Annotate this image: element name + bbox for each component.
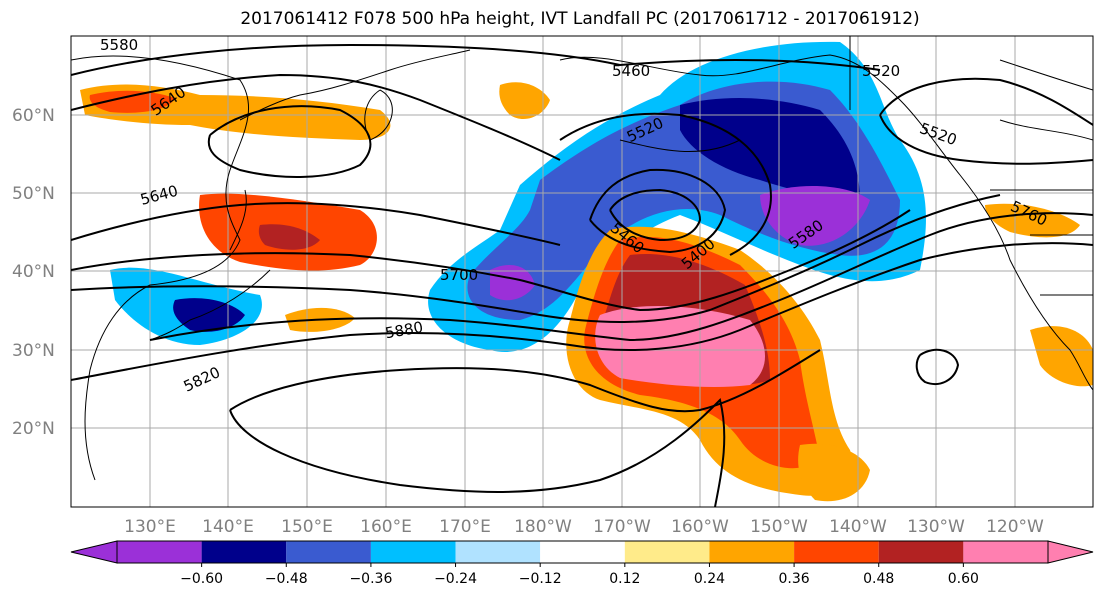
graticule <box>71 36 1093 507</box>
lon-label: 170°W <box>593 517 651 537</box>
negative-anomaly-japan-core <box>173 298 245 332</box>
positive-anomaly-southeast <box>798 443 870 502</box>
colorbar-outline <box>116 540 1049 564</box>
lat-label: 20°N <box>12 419 55 439</box>
colorbar-swatch <box>878 541 964 563</box>
positive-anomaly-alaska <box>499 82 550 120</box>
colorbar-tick-label: 0.24 <box>694 571 725 587</box>
lon-label: 170°E <box>439 517 491 537</box>
colorbar-tick-label: 0.60 <box>948 571 979 587</box>
colorbar-tick-label: −0.48 <box>265 571 308 587</box>
lon-label: 130°E <box>124 517 176 537</box>
colorbar-tick-label: 0.12 <box>609 571 640 587</box>
lon-label: 140°E <box>202 517 254 537</box>
lon-label: 160°E <box>360 517 412 537</box>
negative-anomaly-peak <box>760 185 870 246</box>
colorbar-boxes <box>70 540 1094 564</box>
colorbar-tick-label: −0.24 <box>434 571 477 587</box>
colorbar-ticks: −0.60 −0.48 −0.36 −0.24 −0.12 0.12 0.24 0.36 0.4… <box>180 563 979 587</box>
colorbar-swatch <box>540 541 625 563</box>
contour-label: 5580 <box>100 36 138 54</box>
contour-label: 5520 <box>862 62 900 80</box>
positive-anomaly-east <box>1030 326 1093 387</box>
colorbar-swatch <box>455 541 541 563</box>
negative-anomaly-core <box>680 98 860 200</box>
colorbar-swatch <box>624 541 710 563</box>
lon-label: 160°W <box>671 517 729 537</box>
map-title: 2017061412 F078 500 hPa height, IVT Land… <box>240 9 920 29</box>
colorbar-tick-label: −0.12 <box>519 571 562 587</box>
colorbar-swatch <box>201 541 287 563</box>
lat-label: 40°N <box>12 262 55 282</box>
colorbar-extend-min <box>70 540 118 564</box>
negative-anomaly-west <box>490 265 535 301</box>
colorbar-swatch <box>117 541 202 563</box>
positive-anomaly-asia-core <box>89 90 175 113</box>
lat-label: 50°N <box>12 184 55 204</box>
colorbar-swatch <box>286 541 371 563</box>
positive-anomaly-west-coast <box>985 203 1080 238</box>
ivt-anomaly-fill <box>80 41 1093 502</box>
colorbar-tick-label: 0.36 <box>779 571 810 587</box>
map-frame <box>70 35 1094 508</box>
colorbar-tick-label: −0.60 <box>180 571 223 587</box>
colorbar-tick-label: 0.48 <box>863 571 894 587</box>
height-contours <box>71 43 1093 507</box>
colorbar-swatch <box>370 541 456 563</box>
lat-label: 30°N <box>12 341 55 361</box>
lon-label: 120°W <box>986 517 1044 537</box>
colorbar-swatch <box>709 541 795 563</box>
lon-label: 150°E <box>281 517 333 537</box>
colorbar-swatch <box>963 541 1048 563</box>
contour-label: 5460 <box>612 62 650 80</box>
lon-label: 150°W <box>750 517 808 537</box>
lon-label: 140°W <box>829 517 887 537</box>
longitude-labels: 130°E 140°E 150°E 160°E 170°E 180°W 170°… <box>124 517 1044 537</box>
colorbar-swatch <box>794 541 879 563</box>
lon-label: 130°W <box>907 517 965 537</box>
colorbar-extend-max <box>1047 540 1094 564</box>
contour-label: 5700 <box>440 266 478 284</box>
colorbar-tick-label: −0.36 <box>349 571 392 587</box>
lat-label: 60°N <box>12 106 55 126</box>
positive-anomaly-japan-core <box>258 224 320 250</box>
lon-label: 180°W <box>514 517 572 537</box>
latitude-labels: 60°N 50°N 40°N 30°N 20°N <box>12 106 55 439</box>
